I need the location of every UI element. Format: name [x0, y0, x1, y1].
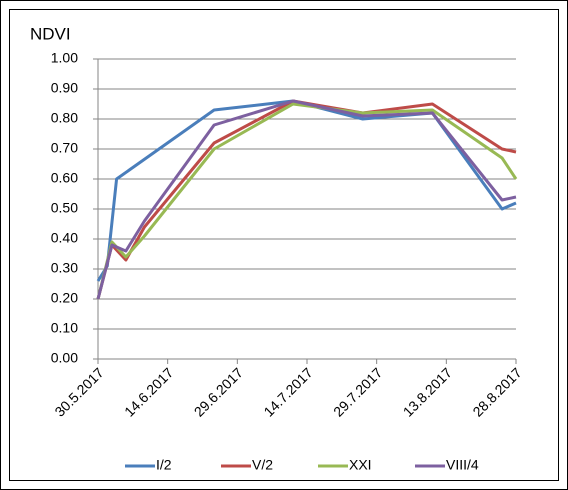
y-tick-label: 0.10 [51, 320, 78, 336]
legend-label: VIII/4 [446, 457, 479, 473]
y-tick-label: 0.60 [51, 170, 78, 186]
y-tick-label: 0.30 [51, 260, 78, 276]
y-tick-label: 0.90 [51, 80, 78, 96]
y-tick-label: 0.50 [51, 200, 78, 216]
series-line [96, 99, 517, 300]
series-line [96, 99, 517, 300]
y-tick-label: 0.70 [51, 140, 78, 156]
y-tick-label: 0.80 [51, 110, 78, 126]
legend-label: V/2 [252, 457, 273, 473]
legend-label: I/2 [156, 457, 172, 473]
legend-label: XXI [349, 457, 372, 473]
y-tick-label: 0.20 [51, 290, 78, 306]
chart-frame [9, 9, 559, 481]
y-tick-label: 1.00 [51, 50, 78, 66]
y-tick-label: 0.00 [51, 350, 78, 366]
chart-title: NDVI [30, 24, 71, 43]
y-tick-label: 0.40 [51, 230, 78, 246]
